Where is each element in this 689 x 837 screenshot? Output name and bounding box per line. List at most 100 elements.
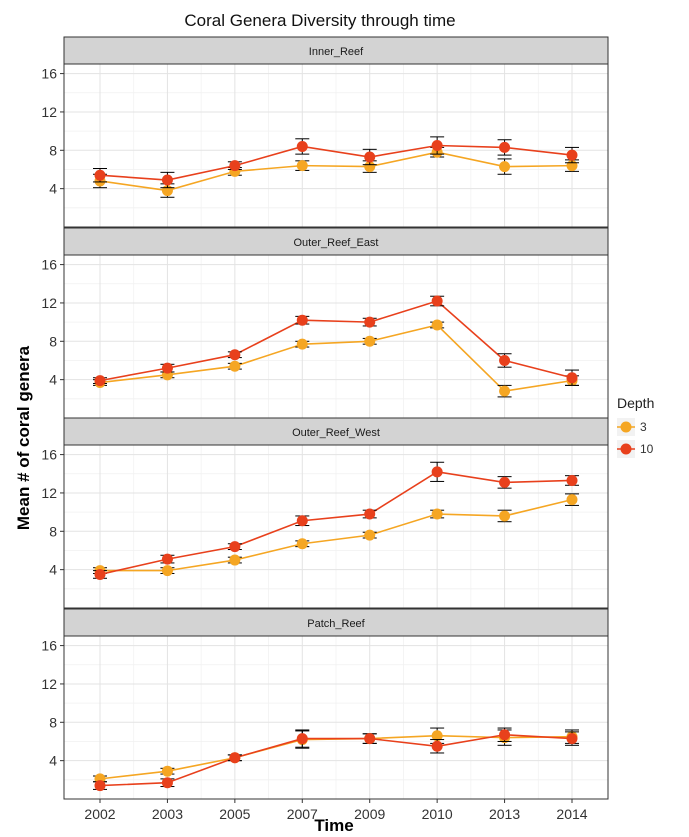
data-point <box>364 161 376 173</box>
series-line-10 <box>99 733 573 787</box>
data-point <box>499 476 511 488</box>
x-tick-label: 2002 <box>84 806 115 822</box>
data-point <box>229 360 241 372</box>
y-tick-label: 12 <box>41 485 57 501</box>
y-tick-label: 16 <box>41 638 57 654</box>
y-tick-label: 16 <box>41 66 57 82</box>
y-tick-label: 8 <box>49 333 57 349</box>
x-tick-label: 2010 <box>422 806 453 822</box>
x-tick-label: 2005 <box>219 806 250 822</box>
series-line-3 <box>99 324 573 393</box>
data-point <box>94 375 106 387</box>
data-point <box>161 565 173 577</box>
data-point <box>296 140 308 152</box>
data-point <box>296 314 308 326</box>
data-point <box>499 161 511 173</box>
data-point <box>431 730 443 742</box>
y-tick-label: 4 <box>49 562 57 578</box>
legend-key-point <box>620 421 632 433</box>
legend-label-10: 10 <box>640 442 654 456</box>
legend-key-point <box>620 443 632 455</box>
data-point <box>296 338 308 350</box>
y-tick-label: 16 <box>41 257 57 273</box>
y-tick-label: 12 <box>41 676 57 692</box>
panel-strip <box>63 417 609 446</box>
y-tick-label: 12 <box>41 104 57 120</box>
panel-strip-label: Outer_Reef_West <box>292 427 380 439</box>
panel-border <box>63 635 609 800</box>
series-line-3 <box>100 498 573 572</box>
y-tick-label: 16 <box>41 447 57 463</box>
panel-strip <box>63 227 609 256</box>
data-point <box>566 372 578 384</box>
series-line-10 <box>99 471 573 576</box>
data-point <box>229 554 241 566</box>
panel-strip-label: Outer_Reef_East <box>294 237 379 249</box>
data-point <box>431 295 443 307</box>
data-point <box>431 319 443 331</box>
data-point <box>431 508 443 520</box>
data-point <box>296 538 308 550</box>
y-tick-label: 8 <box>49 523 57 539</box>
data-point <box>364 529 376 541</box>
data-point <box>229 349 241 361</box>
legend-label-3: 3 <box>640 420 647 434</box>
data-point <box>94 568 106 580</box>
panel-strip <box>63 36 609 65</box>
legend-title: Depth <box>617 395 654 411</box>
data-point <box>161 362 173 374</box>
x-tick-label: 2014 <box>556 806 587 822</box>
data-point <box>566 149 578 161</box>
panel-Patch_Reef: Patch_Reef 4 8 12 16 <box>41 608 609 800</box>
data-point <box>566 494 578 506</box>
panel-border <box>63 444 609 609</box>
data-point <box>499 729 511 741</box>
data-point <box>161 553 173 565</box>
data-point <box>499 385 511 397</box>
panel-strip-label: Inner_Reef <box>309 46 364 58</box>
data-point <box>364 335 376 347</box>
x-tick-label: 2003 <box>152 806 183 822</box>
panel-Inner_Reef: Inner_Reef 4 8 12 16 <box>41 36 609 228</box>
panel-border <box>63 63 609 228</box>
legend: Depth 3 10 <box>617 395 654 458</box>
data-point <box>566 474 578 486</box>
y-tick-label: 4 <box>49 181 57 197</box>
data-point <box>431 140 443 151</box>
series-line-10 <box>99 144 573 181</box>
data-point <box>499 354 511 366</box>
y-axis-title: Mean # of coral genera <box>14 345 33 530</box>
panels: Inner_Reef481216Outer_Reef_East481216Out… <box>41 36 609 800</box>
y-tick-label: 8 <box>49 714 57 730</box>
series-line-10 <box>99 300 573 382</box>
chart-title: Coral Genera Diversity through time <box>184 11 455 30</box>
data-point <box>499 141 511 153</box>
data-point <box>296 515 308 527</box>
x-axis-ticks: 2002 2003 2005 2007 2009 2010 2013 2014 <box>84 799 588 822</box>
data-point <box>296 733 308 745</box>
data-point <box>229 160 241 172</box>
panel-Outer_Reef_East: Outer_Reef_East 4 8 12 16 <box>41 227 609 419</box>
data-point <box>364 733 376 745</box>
data-point <box>229 752 241 764</box>
x-tick-label: 2009 <box>354 806 385 822</box>
data-point <box>296 160 308 172</box>
y-tick-label: 8 <box>49 142 57 158</box>
y-tick-label: 4 <box>49 753 57 769</box>
data-point <box>94 780 106 792</box>
y-tick-label: 4 <box>49 372 57 388</box>
panel-strip-label: Patch_Reef <box>307 618 365 630</box>
data-point <box>364 151 376 163</box>
data-point <box>229 541 241 553</box>
y-tick-label: 12 <box>41 295 57 311</box>
x-axis-title: Time <box>314 816 353 835</box>
data-point <box>161 765 173 777</box>
panel-Outer_Reef_West: Outer_Reef_West 4 8 12 16 <box>41 417 609 609</box>
data-point <box>161 777 173 789</box>
data-point <box>364 508 376 520</box>
data-point <box>431 740 443 752</box>
data-point <box>94 169 106 181</box>
data-point <box>499 510 511 522</box>
x-tick-label: 2007 <box>287 806 318 822</box>
